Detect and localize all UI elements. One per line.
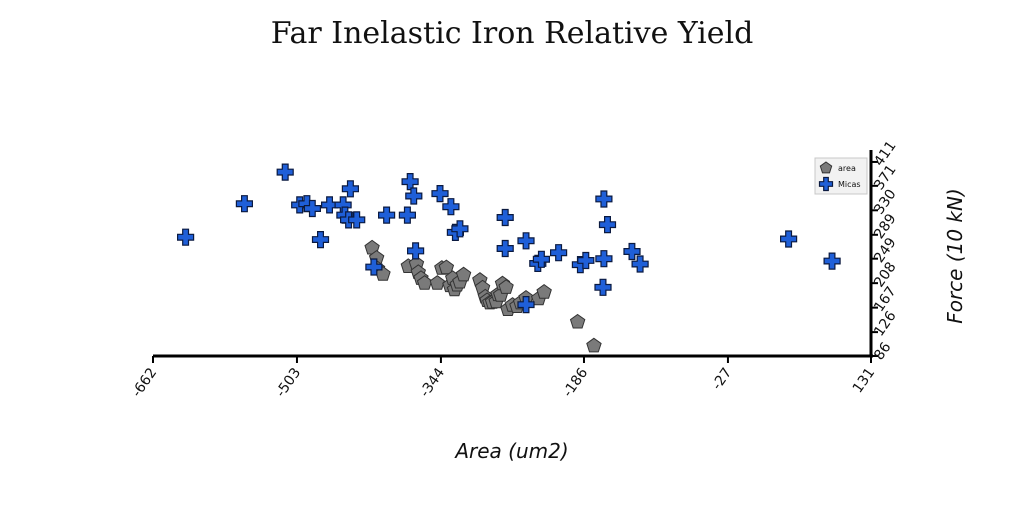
x-tick-label: -27	[709, 365, 735, 393]
y-tick-label: 86	[871, 339, 894, 363]
data-point-micas	[496, 208, 514, 227]
x-ticks: -662 -503 -344 -186 -27 131	[129, 356, 878, 400]
data-point-micas	[311, 231, 330, 249]
data-point-micas	[348, 211, 366, 229]
data-point-micas	[442, 198, 460, 216]
data-point-area	[455, 266, 472, 282]
data-point-micas	[401, 173, 419, 191]
x-tick-label: 131	[850, 365, 878, 396]
axes	[153, 150, 873, 358]
data-point-micas	[303, 199, 321, 218]
data-point-area	[536, 283, 552, 299]
data-point-micas	[595, 190, 613, 208]
legend-marker-area	[819, 161, 833, 174]
x-axis-title: Area (um2)	[453, 439, 568, 463]
x-tick-label: -186	[560, 365, 591, 400]
data-point-micas	[595, 250, 613, 268]
data-point-micas	[496, 239, 514, 258]
data-point-micas	[577, 251, 595, 270]
data-point-micas	[779, 230, 798, 248]
x-tick-label: -662	[129, 365, 160, 400]
data-point-micas	[517, 296, 535, 314]
data-point-micas	[431, 185, 449, 203]
data-point-micas	[378, 206, 396, 224]
data-point-micas	[235, 195, 253, 213]
data-point-micas	[517, 232, 535, 250]
legend-label: area	[838, 164, 856, 173]
data-point-micas	[598, 216, 617, 234]
data-point-micas	[594, 278, 612, 296]
data-point-micas	[823, 252, 841, 270]
data-point-area	[429, 275, 445, 290]
data-point-micas	[365, 258, 383, 276]
data-point-micas	[321, 196, 339, 214]
y-tick-label: 411	[871, 138, 899, 169]
data-point-micas	[177, 228, 195, 246]
data-point-micas	[623, 242, 641, 261]
data-point-micas	[549, 244, 568, 262]
legend: area Micas	[814, 157, 868, 195]
data-point-micas	[398, 206, 416, 224]
data-point-micas	[631, 255, 649, 273]
data-point-area	[498, 279, 514, 294]
legend-marker-micas	[818, 176, 834, 192]
data-point-area	[569, 313, 586, 329]
data-point-area	[586, 337, 602, 353]
data-point-micas	[405, 187, 423, 205]
y-axis-title: Force (10 kN)	[943, 188, 967, 324]
chart-title: Far Inelastic Iron Relative Yield	[271, 16, 754, 51]
x-tick-label: -503	[273, 365, 304, 400]
legend-label: Micas	[838, 180, 861, 189]
data-point-micas	[532, 250, 551, 268]
data-point-micas	[276, 163, 294, 181]
data-points	[177, 163, 841, 353]
data-point-micas	[407, 242, 425, 260]
data-point-area	[438, 259, 455, 275]
data-point-micas	[451, 220, 469, 238]
data-point-micas	[341, 180, 359, 198]
x-tick-label: -344	[417, 365, 448, 400]
